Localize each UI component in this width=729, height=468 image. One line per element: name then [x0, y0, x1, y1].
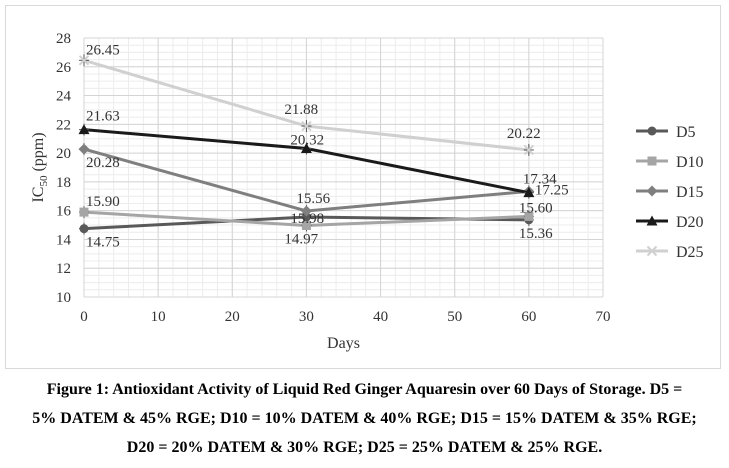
- data-point-d10: [79, 207, 89, 217]
- figure-caption: Figure 1: Antioxidant Activity of Liquid…: [4, 375, 725, 462]
- data-label-d10: 15.60: [519, 200, 553, 216]
- data-point-d15: [300, 205, 312, 217]
- y-tick-label: 26: [56, 60, 72, 76]
- data-label-d15: 17.34: [523, 171, 557, 187]
- data-label-d15: 20.28: [86, 155, 120, 171]
- y-tick-label: 14: [56, 232, 72, 248]
- legend-marker-d10: [647, 156, 657, 166]
- y-tick-label: 10: [56, 290, 71, 306]
- data-point-d20: [78, 124, 90, 135]
- data-point-d25: [523, 144, 535, 156]
- x-tick-label: 20: [225, 309, 240, 325]
- y-tick-label: 20: [56, 146, 71, 162]
- legend-marker-d15: [646, 185, 658, 197]
- data-point-d20: [300, 143, 312, 154]
- x-axis-title: Days: [327, 335, 360, 352]
- legend-label-d15: D15: [676, 184, 704, 201]
- y-tick-label: 18: [56, 175, 71, 191]
- x-tick-label: 10: [151, 309, 166, 325]
- caption-line-1: Figure 1: Antioxidant Activity of Liquid…: [46, 381, 683, 398]
- data-point-d10: [301, 220, 311, 230]
- data-point-d10: [524, 211, 534, 221]
- legend-label-d10: D10: [676, 154, 704, 171]
- data-point-d5: [301, 212, 311, 222]
- x-tick-label: 70: [596, 309, 611, 325]
- x-tick-label: 30: [299, 309, 314, 325]
- data-point-d5: [79, 224, 89, 234]
- x-tick-label: 0: [80, 309, 88, 325]
- y-axis-title: IC50 (ppm): [30, 132, 50, 202]
- data-label-d5: 14.75: [86, 235, 120, 251]
- caption-line-3: D20 = 20% DATEM & 30% RGE; D25 = 25% DAT…: [126, 439, 603, 456]
- y-tick-label: 22: [56, 117, 71, 133]
- legend-marker-d20: [646, 215, 658, 226]
- data-label-d25: 20.22: [507, 126, 541, 142]
- chart-frame: [5, 5, 721, 369]
- data-label-d10: 15.90: [86, 194, 120, 210]
- line-chart: 10 12 14 16 18 20 22 24 26 28 0 10 20 30 40 50 60 70 Days I…: [30, 31, 704, 352]
- data-label-d15: 15.98: [290, 211, 324, 227]
- legend-label-d20: D20: [676, 214, 704, 231]
- data-label-d10: 14.97: [284, 231, 318, 247]
- data-point-d15: [78, 143, 90, 155]
- data-label-d5: 15.36: [519, 226, 553, 242]
- y-tick-label: 16: [56, 204, 72, 220]
- data-label-d20: 21.63: [86, 109, 120, 125]
- data-label-d25: 21.88: [284, 102, 318, 118]
- x-tick-label: 50: [447, 309, 462, 325]
- x-tick-label: 40: [373, 309, 388, 325]
- data-point-d20: [523, 187, 535, 198]
- data-label-d20: 17.25: [535, 183, 569, 199]
- data-label-d5: 15.56: [296, 191, 330, 207]
- data-point-d25: [78, 55, 90, 66]
- data-label-d25: 26.45: [86, 42, 120, 58]
- data-point-d25: [301, 120, 312, 132]
- legend-label-d25: D25: [676, 244, 704, 261]
- y-tick-label: 12: [56, 261, 71, 277]
- data-label-d20: 20.32: [290, 133, 324, 149]
- y-tick-label: 24: [56, 89, 72, 105]
- legend-label-d5: D5: [676, 124, 696, 141]
- caption-line-2: 5% DATEM & 45% RGE; D10 = 10% DATEM & 40…: [32, 410, 697, 427]
- x-tick-label: 60: [521, 309, 536, 325]
- legend-marker-d5: [647, 126, 657, 136]
- y-tick-label: 28: [56, 31, 71, 47]
- legend-marker-d25: [646, 245, 658, 257]
